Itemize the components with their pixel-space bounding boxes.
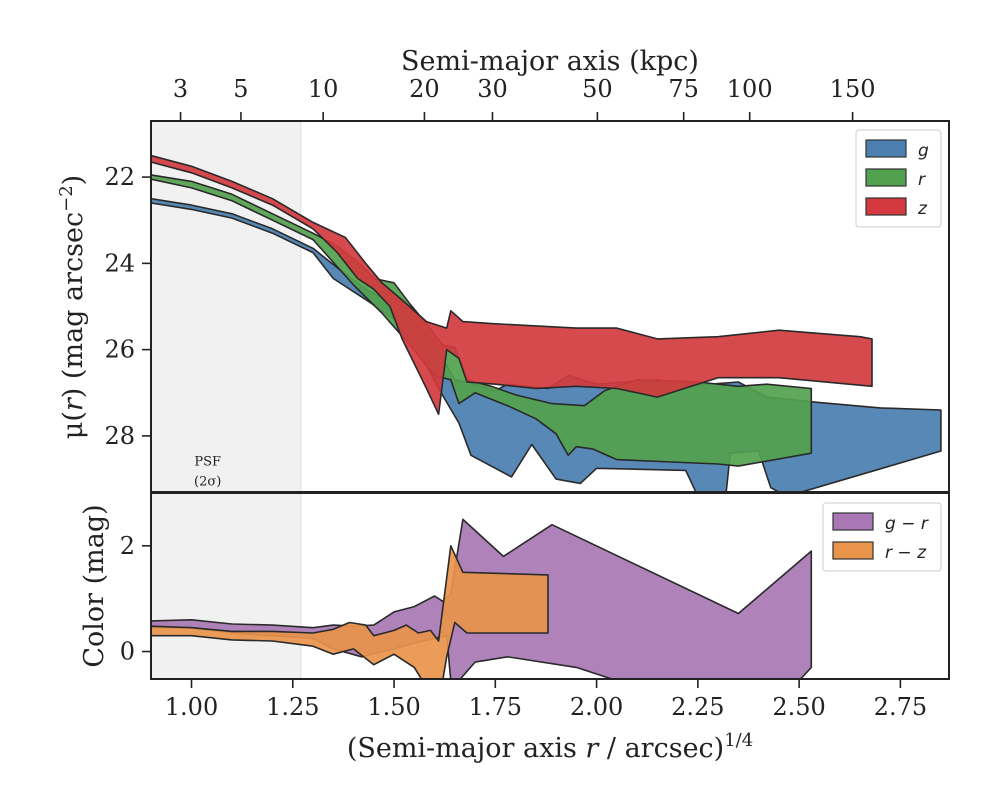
- top-tick-label: 150: [830, 75, 876, 103]
- y-tick-label: 26: [104, 336, 135, 364]
- color-series: [151, 518, 813, 679]
- x-tick-label: 1.00: [165, 693, 218, 721]
- x-tick-label: 1.50: [367, 693, 420, 721]
- xlabel-suffix: / arcsec): [598, 733, 724, 764]
- color-y-tick-label: 0: [120, 638, 135, 666]
- psf-region: [150, 120, 302, 493]
- y-tick-label: 24: [104, 249, 135, 277]
- xlabel-var: r: [585, 733, 600, 764]
- legend-swatch: [865, 197, 907, 216]
- series-band-z: [151, 154, 873, 416]
- legend-swatch: [832, 541, 874, 560]
- top-tick-label: 5: [233, 75, 248, 103]
- x-axis-title: (Semi-major axis r / arcsec)1/4: [347, 730, 753, 764]
- top-tick-label: 3: [173, 75, 188, 103]
- top-tick-label: 100: [727, 75, 773, 103]
- top-tick-label: 10: [308, 75, 339, 103]
- x-tick-label: 2.25: [671, 693, 724, 721]
- psf-label: PSF: [194, 454, 221, 469]
- x-tick-label: 1.25: [266, 693, 319, 721]
- y-tick-label: 28: [104, 422, 135, 450]
- series-band-r-z: [151, 544, 549, 679]
- ylabel-close: ): [58, 175, 89, 186]
- legend-swatch: [865, 168, 907, 187]
- ylabel-rest: ) (mag arcsec: [58, 212, 89, 398]
- xlabel-exponent: 1/4: [724, 730, 753, 751]
- surface-brightness-panel: 22 24 26 28 3 5 10 20 30 50 75 100 150 PSF (2σ) Sem…: [56, 46, 950, 493]
- color-y-axis-ticks: 02: [120, 532, 151, 666]
- ylabel-r: r: [58, 396, 89, 411]
- psf-region-color: [150, 492, 302, 680]
- legend-label: g: [918, 141, 929, 161]
- y-axis-title-surface-brightness: μ(r) (mag arcsec−2): [56, 175, 89, 439]
- color-y-tick-label: 2: [120, 532, 135, 560]
- top-axis-title: Semi-major axis (kpc): [401, 46, 699, 77]
- xlabel-prefix: (Semi-major axis: [347, 733, 586, 764]
- legend-swatch: [832, 512, 874, 531]
- psf-sigma-label: (2σ): [194, 475, 221, 490]
- legend-label: r: [918, 170, 926, 190]
- legend-label: z: [917, 199, 928, 219]
- x-axis-ticks: 1.00 1.25 1.50 1.75 2.00 2.25 2.50 2.75: [165, 679, 927, 721]
- x-tick-label: 1.75: [469, 693, 522, 721]
- surface-brightness-series: [151, 154, 942, 492]
- legend-label: r − z: [885, 543, 927, 563]
- y-axis-ticks: 22 24 26 28: [104, 163, 151, 450]
- color-panel: 02 1.00 1.25 1.50 1.75 2.00 2.25 2.50 2.75 Colo…: [79, 492, 950, 764]
- top-tick-label: 50: [582, 75, 613, 103]
- x-tick-label: 2.75: [874, 693, 927, 721]
- y-tick-label: 22: [104, 163, 135, 191]
- legend-label: g − r: [885, 514, 929, 534]
- top-tick-label: 75: [668, 75, 699, 103]
- bottom-panel-frame: [150, 492, 950, 680]
- legend-colors: g − r r − z: [822, 502, 942, 572]
- top-axis-ticks: 3 5 10 20 30 50 75 100 150: [173, 75, 876, 121]
- x-tick-label: 2.00: [570, 693, 623, 721]
- legend-bands: grz: [855, 129, 942, 228]
- x-tick-label: 2.50: [772, 693, 825, 721]
- ylabel-exp: −2: [56, 185, 77, 212]
- legend-swatch: [865, 139, 907, 158]
- ylabel-mu: μ: [58, 422, 89, 440]
- top-tick-label: 30: [477, 75, 508, 103]
- top-tick-label: 20: [409, 75, 440, 103]
- y-axis-title-color: Color (mag): [79, 504, 110, 667]
